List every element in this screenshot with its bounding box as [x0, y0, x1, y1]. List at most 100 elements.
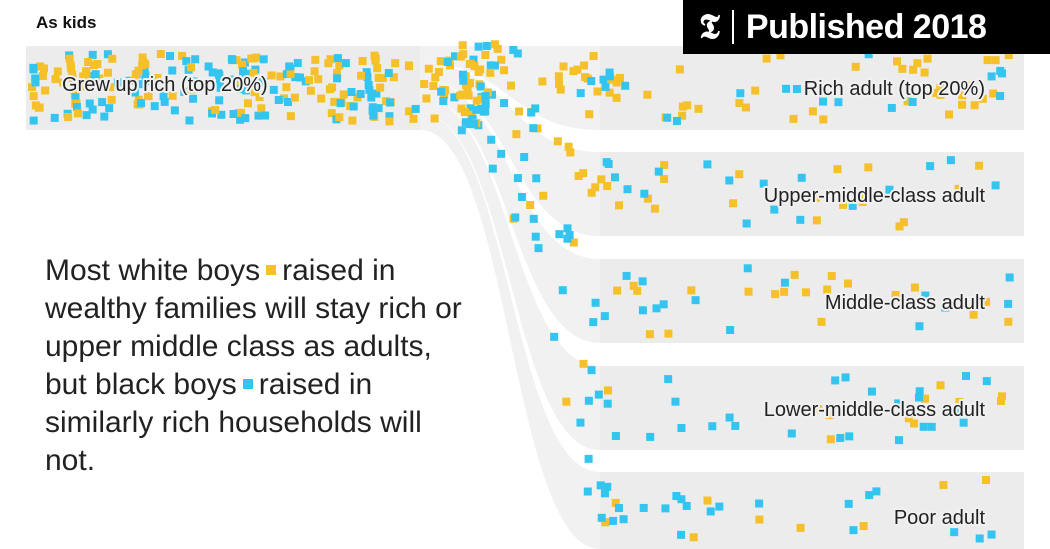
destination-dot-2: [859, 194, 868, 203]
source-dot: [269, 85, 278, 94]
destination-dot-5: [689, 533, 698, 542]
source-dot: [364, 81, 373, 90]
destination-dot-2: [660, 175, 669, 184]
transit-dot: [564, 142, 573, 151]
destination-dot-1: [996, 91, 1005, 100]
source-dot: [70, 83, 79, 92]
source-dot: [51, 75, 60, 84]
source-dot: [87, 72, 96, 81]
transit-dot: [456, 52, 465, 61]
destination-dot-5: [614, 504, 623, 513]
source-dot: [372, 89, 381, 98]
transit-dot: [477, 104, 486, 113]
source-dot: [211, 105, 220, 114]
source-dot: [241, 69, 250, 78]
flow-band-5: [420, 113, 600, 549]
destination-dot-1: [789, 114, 798, 123]
destination-dot-3: [969, 310, 978, 319]
destination-dot-3: [744, 287, 753, 296]
source-dot: [311, 55, 320, 64]
source-dot: [98, 98, 107, 107]
destination-dot-2: [579, 169, 588, 178]
destination-dot-3: [801, 288, 810, 297]
source-dot: [356, 90, 365, 99]
source-dot: [105, 104, 114, 113]
source-dot: [159, 92, 168, 101]
source-dot: [208, 68, 217, 77]
destination-dot-5: [981, 476, 990, 485]
source-dot: [370, 51, 379, 60]
destination-dot-4: [671, 397, 680, 406]
destination-dot-4: [664, 375, 673, 384]
transit-dot: [532, 174, 541, 183]
source-dot: [253, 80, 262, 89]
destination-dot-5: [601, 518, 610, 527]
flow-band-3: [420, 79, 600, 343]
source-dot: [443, 57, 452, 66]
destination-dot-5: [677, 495, 686, 504]
destination-dot-3: [941, 303, 950, 312]
destination-label-5: Poor adult: [894, 507, 986, 529]
destination-dot-4: [936, 381, 945, 390]
destination-dot-4: [867, 387, 876, 396]
destination-dot-1: [735, 99, 744, 108]
source-dot: [450, 52, 459, 61]
destination-dot-3: [600, 312, 609, 321]
source-dot: [466, 104, 475, 113]
destination-dot-2: [895, 222, 904, 231]
source-dot: [64, 112, 73, 121]
destination-dot-2: [885, 185, 894, 194]
destination-dot-1: [678, 102, 687, 111]
source-dot: [153, 73, 162, 82]
destination-dot-4: [921, 394, 930, 403]
transit-dot: [559, 62, 568, 71]
destination-dot-5: [755, 499, 764, 508]
source-dot: [458, 70, 467, 79]
source-dot: [40, 64, 49, 73]
source-dot: [305, 76, 314, 85]
transit-dot: [458, 41, 467, 50]
destination-dot-3: [843, 279, 852, 288]
source-dot: [357, 71, 366, 80]
destination-dot-4: [594, 390, 603, 399]
transit-dot: [534, 244, 543, 253]
source-dot: [100, 112, 109, 121]
white-boys-swatch-icon: [266, 265, 277, 276]
destination-dot-1: [621, 81, 630, 90]
destination-dot-1: [931, 88, 940, 97]
destination-dot-1: [1004, 51, 1013, 60]
destination-dot-1: [962, 81, 971, 90]
transit-dot: [601, 82, 610, 91]
destination-dot-1: [893, 57, 902, 66]
destination-dot-5: [975, 534, 984, 543]
source-dot: [216, 76, 225, 85]
destination-dot-1: [908, 97, 917, 106]
transit-dot: [487, 135, 496, 144]
source-dot: [347, 87, 356, 96]
transit-dot: [612, 93, 621, 102]
source-dot: [108, 54, 117, 63]
destination-dot-5: [950, 528, 959, 537]
destination-dot-4: [731, 421, 740, 430]
destination-dot-4: [919, 422, 928, 431]
source-dot: [336, 99, 345, 108]
transit-dot: [597, 175, 606, 184]
source-dot: [77, 82, 86, 91]
source-dot: [93, 60, 102, 69]
destination-dot-4: [962, 372, 971, 381]
destination-dot-1: [923, 54, 932, 63]
source-dot: [339, 90, 348, 99]
destination-dot-4: [677, 423, 686, 432]
source-dot: [276, 72, 285, 81]
source-dot: [141, 71, 150, 80]
transit-dot: [611, 498, 620, 507]
transit-dot: [531, 232, 540, 241]
transit-dot: [511, 213, 520, 222]
destination-dot-1: [585, 110, 594, 119]
destination-dot-2: [839, 200, 848, 209]
destination-dot-1: [776, 51, 785, 60]
source-dot: [450, 93, 459, 102]
destination-dot-5: [703, 496, 712, 505]
source-dot: [241, 114, 250, 123]
source-dot: [189, 77, 198, 86]
